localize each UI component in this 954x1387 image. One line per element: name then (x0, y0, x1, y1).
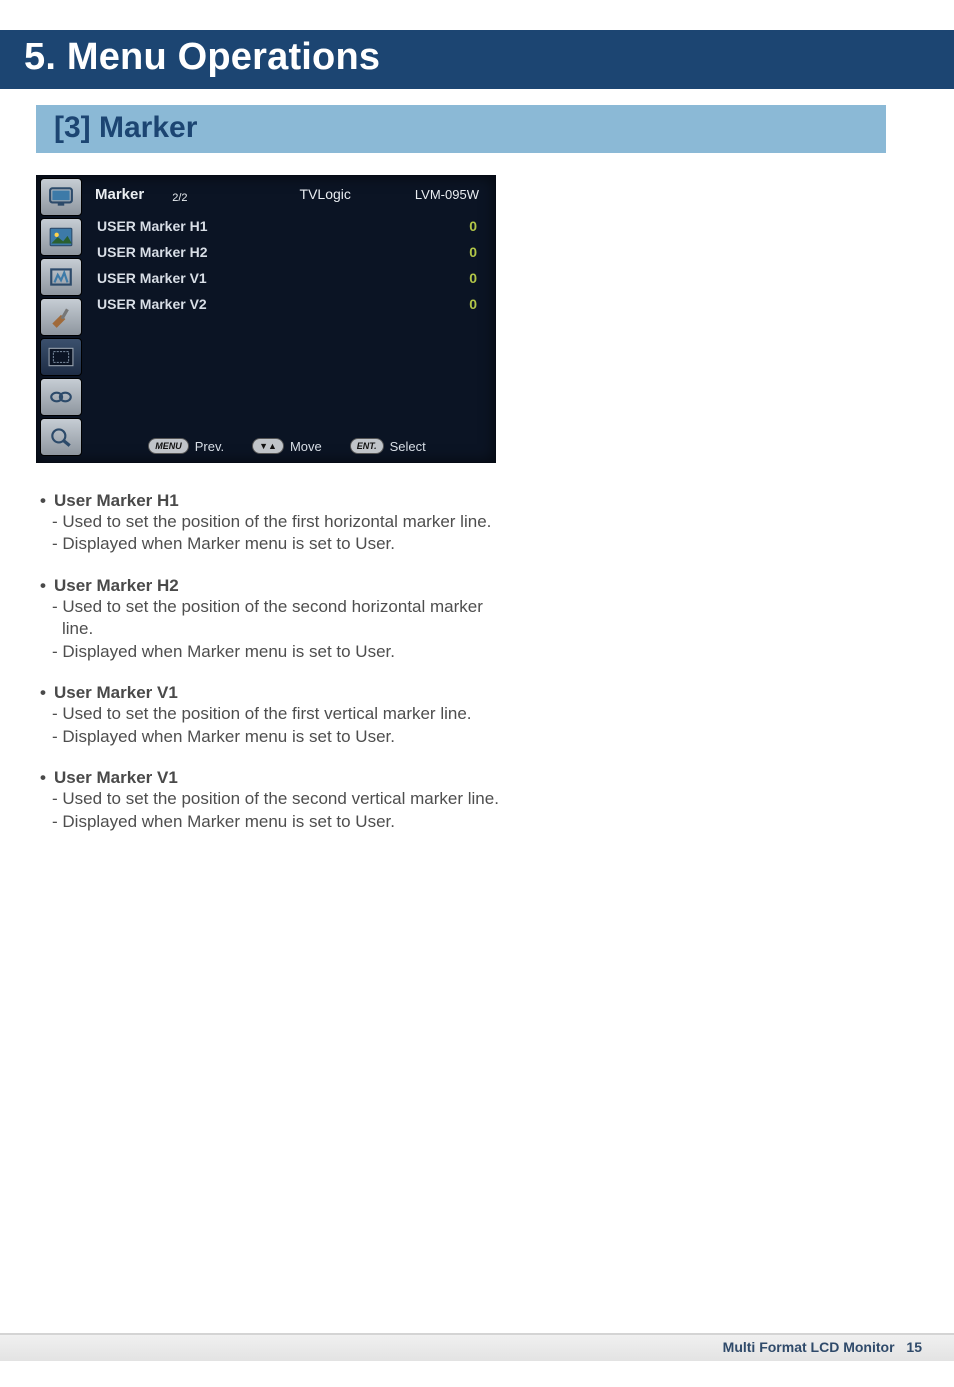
osd-title: Marker (95, 186, 144, 203)
item-sub: - Used to set the position of the second… (40, 788, 510, 810)
page-number: 15 (906, 1339, 922, 1355)
osd-row-label: USER Marker H2 (97, 244, 208, 260)
menu-pill-icon: MENU (148, 438, 189, 454)
item-heading: •User Marker H1 (40, 491, 510, 511)
osd-select-hint: ENT. Select (350, 438, 426, 454)
link-icon (40, 378, 82, 416)
picture-icon (40, 218, 82, 256)
item-sub: - Displayed when Marker menu is set to U… (40, 726, 510, 748)
osd-move-label: Move (290, 439, 322, 454)
list-item: •User Marker V1 - Used to set the positi… (40, 768, 510, 833)
item-sub: - Used to set the position of the first … (40, 703, 510, 725)
item-sub: - Displayed when Marker menu is set to U… (40, 641, 510, 663)
osd-row-value: 0 (469, 244, 477, 260)
list-item: •User Marker H1 - Used to set the positi… (40, 491, 510, 556)
osd-rows: USER Marker H1 0 USER Marker H2 0 USER M… (89, 213, 485, 434)
osd-page-indicator: 2/2 (172, 192, 187, 204)
body-content: •User Marker H1 - Used to set the positi… (40, 491, 510, 833)
osd-model: LVM-095W (415, 187, 479, 202)
item-sub: - Displayed when Marker menu is set to U… (40, 533, 510, 555)
osd-sidebar (37, 176, 85, 462)
osd-row: USER Marker V2 0 (89, 291, 485, 317)
osd-row: USER Marker H1 0 (89, 213, 485, 239)
item-heading: •User Marker V1 (40, 768, 510, 788)
section-title: [3] Marker (36, 105, 886, 153)
osd-row-label: USER Marker V1 (97, 270, 207, 286)
list-item: •User Marker V1 - Used to set the positi… (40, 683, 510, 748)
ent-pill-icon: ENT. (350, 438, 384, 454)
chapter-title: 5. Menu Operations (0, 30, 954, 89)
marker-icon (40, 338, 82, 376)
osd-move-hint: ▼▲ Move (252, 438, 322, 454)
osd-row: USER Marker V1 0 (89, 265, 485, 291)
item-sub: - Displayed when Marker menu is set to U… (40, 811, 510, 833)
osd-row-label: USER Marker V2 (97, 296, 207, 312)
osd-main: Marker 2/2 TVLogic LVM-095W USER Marker … (85, 176, 495, 462)
footer-text: Multi Format LCD Monitor (723, 1339, 895, 1355)
arrows-pill-icon: ▼▲ (252, 438, 284, 454)
adjust-icon (40, 258, 82, 296)
tools-icon (40, 298, 82, 336)
osd-footer: MENU Prev. ▼▲ Move ENT. Select (89, 434, 485, 456)
item-sub: - Used to set the position of the first … (40, 511, 510, 533)
osd-row-value: 0 (469, 270, 477, 286)
osd-row: USER Marker H2 0 (89, 239, 485, 265)
osd-row-value: 0 (469, 218, 477, 234)
osd-select-label: Select (390, 439, 426, 454)
list-item: •User Marker H2 - Used to set the positi… (40, 576, 510, 663)
osd-prev-label: Prev. (195, 439, 224, 454)
osd-menu-screenshot: Marker 2/2 TVLogic LVM-095W USER Marker … (36, 175, 496, 463)
osd-row-value: 0 (469, 296, 477, 312)
osd-row-label: USER Marker H1 (97, 218, 208, 234)
monitor-icon (40, 178, 82, 216)
osd-header: Marker 2/2 TVLogic LVM-095W (89, 182, 485, 213)
item-sub: - Used to set the position of the second… (40, 596, 510, 641)
osd-brand: TVLogic (300, 186, 351, 202)
item-heading: •User Marker V1 (40, 683, 510, 703)
osd-prev-hint: MENU Prev. (148, 438, 224, 454)
search-icon (40, 418, 82, 456)
item-heading: •User Marker H2 (40, 576, 510, 596)
